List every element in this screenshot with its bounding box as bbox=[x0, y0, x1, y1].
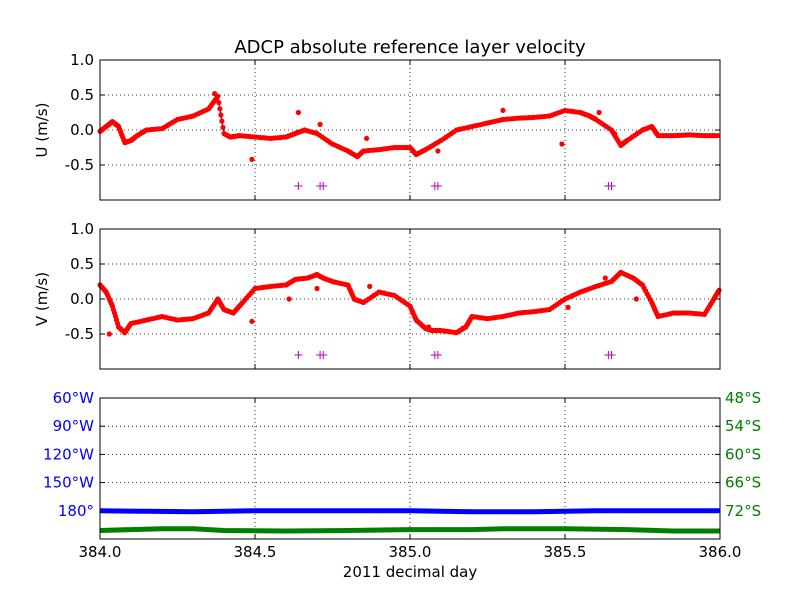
velocity-point bbox=[217, 106, 223, 112]
x-tick-label: 385.5 bbox=[544, 543, 587, 561]
flag-marker bbox=[294, 182, 303, 190]
latitude-track bbox=[99, 526, 720, 534]
latitude-tick-label: 72°S bbox=[725, 502, 761, 520]
velocity-point bbox=[218, 112, 224, 118]
velocity-outlier-point bbox=[212, 91, 218, 97]
x-tick-label: 384.5 bbox=[234, 543, 277, 561]
latitude-tick-label: 48°S bbox=[725, 389, 761, 407]
flag-marker bbox=[433, 351, 442, 359]
velocity-outlier-point bbox=[633, 296, 639, 302]
velocity-outlier-point bbox=[106, 331, 112, 337]
flag-marker bbox=[433, 182, 442, 190]
y-tick-label: 1.0 bbox=[70, 51, 94, 69]
axes-frame bbox=[99, 59, 721, 201]
velocity-outlier-point bbox=[295, 109, 301, 116]
velocity-outlier-point bbox=[500, 107, 506, 113]
longitude-tick-label: 150°W bbox=[43, 474, 94, 492]
flag-marker bbox=[319, 351, 328, 359]
v-velocity-panel: 1.0 0.5 0.0 -0.5 V (m/s) bbox=[33, 220, 722, 370]
velocity-outlier-point bbox=[249, 156, 255, 162]
velocity-outlier-point bbox=[435, 148, 441, 154]
latitude-tick-label: 54°S bbox=[725, 417, 761, 435]
velocity-outlier-point bbox=[286, 296, 292, 302]
velocity-point bbox=[216, 100, 222, 106]
flag-marker bbox=[607, 351, 616, 359]
x-tick-label: 385.0 bbox=[389, 543, 432, 561]
longitude-tick-label: 90°W bbox=[53, 417, 95, 435]
longitude-tick-label: 120°W bbox=[43, 445, 94, 463]
velocity-outlier-point bbox=[317, 121, 323, 127]
longitude-tick-label: 60°W bbox=[53, 389, 95, 407]
velocity-point bbox=[220, 124, 226, 130]
y-axis-label: U (m/s) bbox=[33, 103, 51, 158]
velocity-outlier-point bbox=[565, 304, 571, 310]
velocity-outlier-point bbox=[460, 325, 466, 331]
velocity-point bbox=[714, 133, 721, 139]
y-tick-label: 0.5 bbox=[70, 86, 94, 104]
velocity-point bbox=[716, 287, 722, 293]
y-tick-label: 0.5 bbox=[70, 255, 94, 273]
velocity-outlier-point bbox=[596, 109, 602, 116]
y-axis-label: V (m/s) bbox=[33, 272, 51, 326]
x-tick-label: 384.0 bbox=[79, 543, 122, 561]
longitude-tick-label: 180° bbox=[58, 502, 94, 520]
chart-title: ADCP absolute reference layer velocity bbox=[234, 37, 586, 58]
u-velocity-panel: 1.0 0.5 0.0 -0.5 U (m/s) bbox=[33, 51, 721, 201]
position-panel: 60°W 90°W 120°W 150°W 180° 48°S 54°S 60°S 66°S 72… bbox=[43, 389, 761, 581]
velocity-outlier-point bbox=[314, 285, 320, 292]
y-tick-label: -0.5 bbox=[65, 156, 94, 174]
longitude-track bbox=[99, 508, 720, 515]
flag-marker bbox=[607, 182, 616, 190]
velocity-outlier-point bbox=[364, 135, 370, 141]
axes-frame bbox=[99, 397, 721, 540]
y-tick-label: -0.5 bbox=[65, 325, 94, 343]
latitude-tick-label: 60°S bbox=[725, 445, 761, 463]
axes-frame bbox=[99, 228, 721, 370]
velocity-outlier-point bbox=[426, 324, 432, 330]
velocity-outlier-point bbox=[249, 318, 255, 324]
velocity-outlier-point bbox=[367, 283, 373, 289]
velocity-outlier-point bbox=[602, 275, 608, 281]
latitude-tick-label: 66°S bbox=[725, 474, 761, 492]
x-axis-label: 2011 decimal day bbox=[343, 563, 478, 581]
velocity-point bbox=[219, 118, 225, 124]
y-tick-label: 0.0 bbox=[70, 121, 94, 139]
velocity-outlier-point bbox=[559, 141, 565, 147]
flag-marker bbox=[294, 351, 303, 359]
flag-marker bbox=[319, 182, 328, 190]
x-tick-label: 386.0 bbox=[699, 543, 742, 561]
y-tick-label: 0.0 bbox=[70, 290, 94, 308]
y-tick-label: 1.0 bbox=[70, 220, 94, 238]
velocity-outlier-point bbox=[612, 130, 618, 137]
